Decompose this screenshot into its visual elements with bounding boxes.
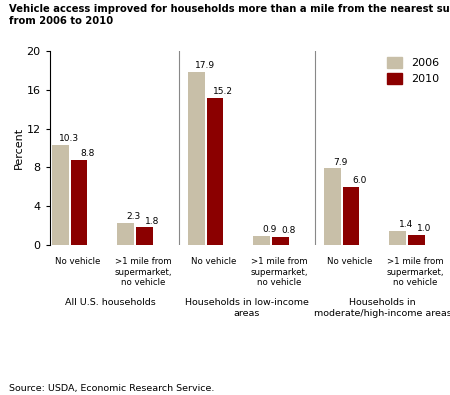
Text: 17.9: 17.9 bbox=[194, 61, 215, 70]
Text: No vehicle: No vehicle bbox=[191, 258, 237, 267]
Text: Vehicle access improved for households more than a mile from the nearest superma: Vehicle access improved for households m… bbox=[9, 4, 450, 26]
Bar bbox=[253, 236, 270, 245]
Y-axis label: Percent: Percent bbox=[14, 127, 23, 169]
Text: 2.3: 2.3 bbox=[127, 212, 141, 221]
Bar bbox=[272, 237, 288, 245]
Bar bbox=[188, 71, 205, 245]
Text: 6.0: 6.0 bbox=[352, 176, 366, 185]
Text: 7.9: 7.9 bbox=[333, 158, 348, 167]
Text: 15.2: 15.2 bbox=[213, 87, 233, 96]
Bar bbox=[408, 235, 424, 245]
Text: Source: USDA, Economic Research Service.: Source: USDA, Economic Research Service. bbox=[9, 384, 214, 393]
Text: 1.4: 1.4 bbox=[399, 220, 413, 229]
Text: 0.8: 0.8 bbox=[281, 226, 296, 235]
Text: >1 mile from
supermarket,
no vehicle: >1 mile from supermarket, no vehicle bbox=[387, 258, 444, 287]
Text: Households in
moderate/high-income areas: Households in moderate/high-income areas bbox=[314, 298, 450, 318]
Text: 1.8: 1.8 bbox=[145, 216, 160, 226]
Text: >1 mile from
supermarket,
no vehicle: >1 mile from supermarket, no vehicle bbox=[251, 258, 308, 287]
Text: 0.9: 0.9 bbox=[263, 225, 277, 234]
Bar bbox=[117, 223, 134, 245]
Bar bbox=[343, 187, 359, 245]
Bar bbox=[324, 168, 341, 245]
Text: No vehicle: No vehicle bbox=[55, 258, 101, 267]
Text: Households in low-income
areas: Households in low-income areas bbox=[184, 298, 309, 318]
Text: No vehicle: No vehicle bbox=[327, 258, 373, 267]
Bar bbox=[71, 160, 87, 245]
Bar bbox=[136, 228, 153, 245]
Legend: 2006, 2010: 2006, 2010 bbox=[387, 57, 439, 84]
Text: >1 mile from
supermarket,
no vehicle: >1 mile from supermarket, no vehicle bbox=[114, 258, 172, 287]
Bar bbox=[389, 231, 406, 245]
Text: 10.3: 10.3 bbox=[58, 134, 79, 143]
Text: 8.8: 8.8 bbox=[80, 149, 94, 158]
Bar bbox=[52, 145, 69, 245]
Text: 1.0: 1.0 bbox=[417, 224, 432, 233]
Bar bbox=[207, 98, 223, 245]
Text: All U.S. households: All U.S. households bbox=[65, 298, 156, 307]
